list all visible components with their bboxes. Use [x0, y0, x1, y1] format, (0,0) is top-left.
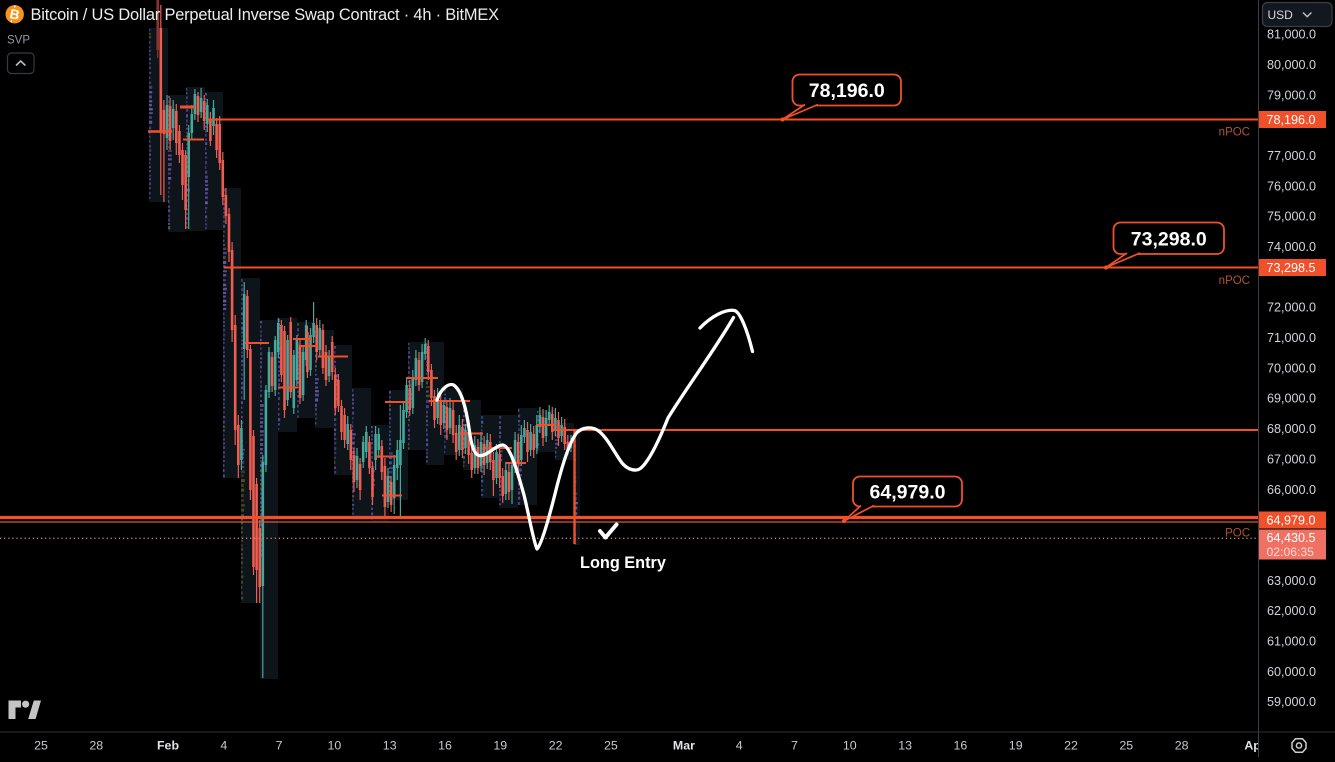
svg-text:02:06:35: 02:06:35: [1267, 545, 1315, 559]
svg-text:4: 4: [736, 739, 743, 753]
svg-text:63,000.0: 63,000.0: [1267, 574, 1316, 588]
svg-text:76,000.0: 76,000.0: [1267, 179, 1316, 193]
svg-text:69,000.0: 69,000.0: [1267, 392, 1316, 406]
svg-text:Long Entry: Long Entry: [580, 554, 666, 572]
svg-text:Mar: Mar: [673, 739, 695, 753]
svg-text:73,298.5: 73,298.5: [1267, 261, 1316, 275]
svg-text:13: 13: [898, 739, 912, 753]
svg-text:61,000.0: 61,000.0: [1267, 635, 1316, 649]
svg-text:68,000.0: 68,000.0: [1267, 422, 1316, 436]
svg-text:77,000.0: 77,000.0: [1267, 149, 1316, 163]
svg-text:80,000.0: 80,000.0: [1267, 58, 1316, 72]
svg-text:78,196.0: 78,196.0: [1267, 113, 1316, 127]
svg-text:25: 25: [34, 739, 48, 753]
svg-text:4: 4: [220, 739, 227, 753]
svg-text:USD: USD: [1268, 8, 1294, 22]
svg-text:10: 10: [843, 739, 857, 753]
svg-text:72,000.0: 72,000.0: [1267, 301, 1316, 315]
svg-text:16: 16: [954, 739, 968, 753]
svg-text:Feb: Feb: [157, 739, 179, 753]
svg-text:nPOC: nPOC: [1219, 275, 1250, 287]
svg-text:75,000.0: 75,000.0: [1267, 210, 1316, 224]
svg-text:22: 22: [549, 739, 563, 753]
svg-text:22: 22: [1064, 739, 1078, 753]
svg-text:74,000.0: 74,000.0: [1267, 240, 1316, 254]
svg-text:64,430.5: 64,430.5: [1267, 531, 1316, 545]
svg-text:Bitcoin / US Dollar Perpetual: Bitcoin / US Dollar Perpetual Inverse Sw…: [31, 6, 500, 24]
svg-text:59,000.0: 59,000.0: [1267, 695, 1316, 709]
svg-text:7: 7: [276, 739, 283, 753]
svg-text:19: 19: [493, 739, 507, 753]
svg-text:66,000.0: 66,000.0: [1267, 483, 1316, 497]
svg-text:64,979.0: 64,979.0: [870, 482, 946, 504]
svg-text:79,000.0: 79,000.0: [1267, 88, 1316, 102]
svg-text:81,000.0: 81,000.0: [1267, 28, 1316, 42]
svg-text:70,000.0: 70,000.0: [1267, 361, 1316, 375]
svg-text:25: 25: [1119, 739, 1133, 753]
svg-text:nPOC: nPOC: [1219, 127, 1250, 139]
svg-text:25: 25: [604, 739, 618, 753]
svg-text:62,000.0: 62,000.0: [1267, 604, 1316, 618]
svg-text:71,000.0: 71,000.0: [1267, 331, 1316, 345]
svg-text:POC: POC: [1225, 528, 1250, 540]
svg-text:16: 16: [438, 739, 452, 753]
svg-text:10: 10: [328, 739, 342, 753]
svg-text:78,196.0: 78,196.0: [809, 80, 885, 102]
svg-text:28: 28: [1175, 739, 1189, 753]
svg-text:28: 28: [89, 739, 103, 753]
svg-text:67,000.0: 67,000.0: [1267, 452, 1316, 466]
svg-text:13: 13: [383, 739, 397, 753]
svg-text:19: 19: [1009, 739, 1023, 753]
svg-text:7: 7: [791, 739, 798, 753]
svg-text:60,000.0: 60,000.0: [1267, 665, 1316, 679]
svg-text:73,298.0: 73,298.0: [1131, 228, 1207, 250]
svg-text:64,979.0: 64,979.0: [1267, 514, 1316, 528]
svg-text:SVP: SVP: [7, 35, 30, 47]
